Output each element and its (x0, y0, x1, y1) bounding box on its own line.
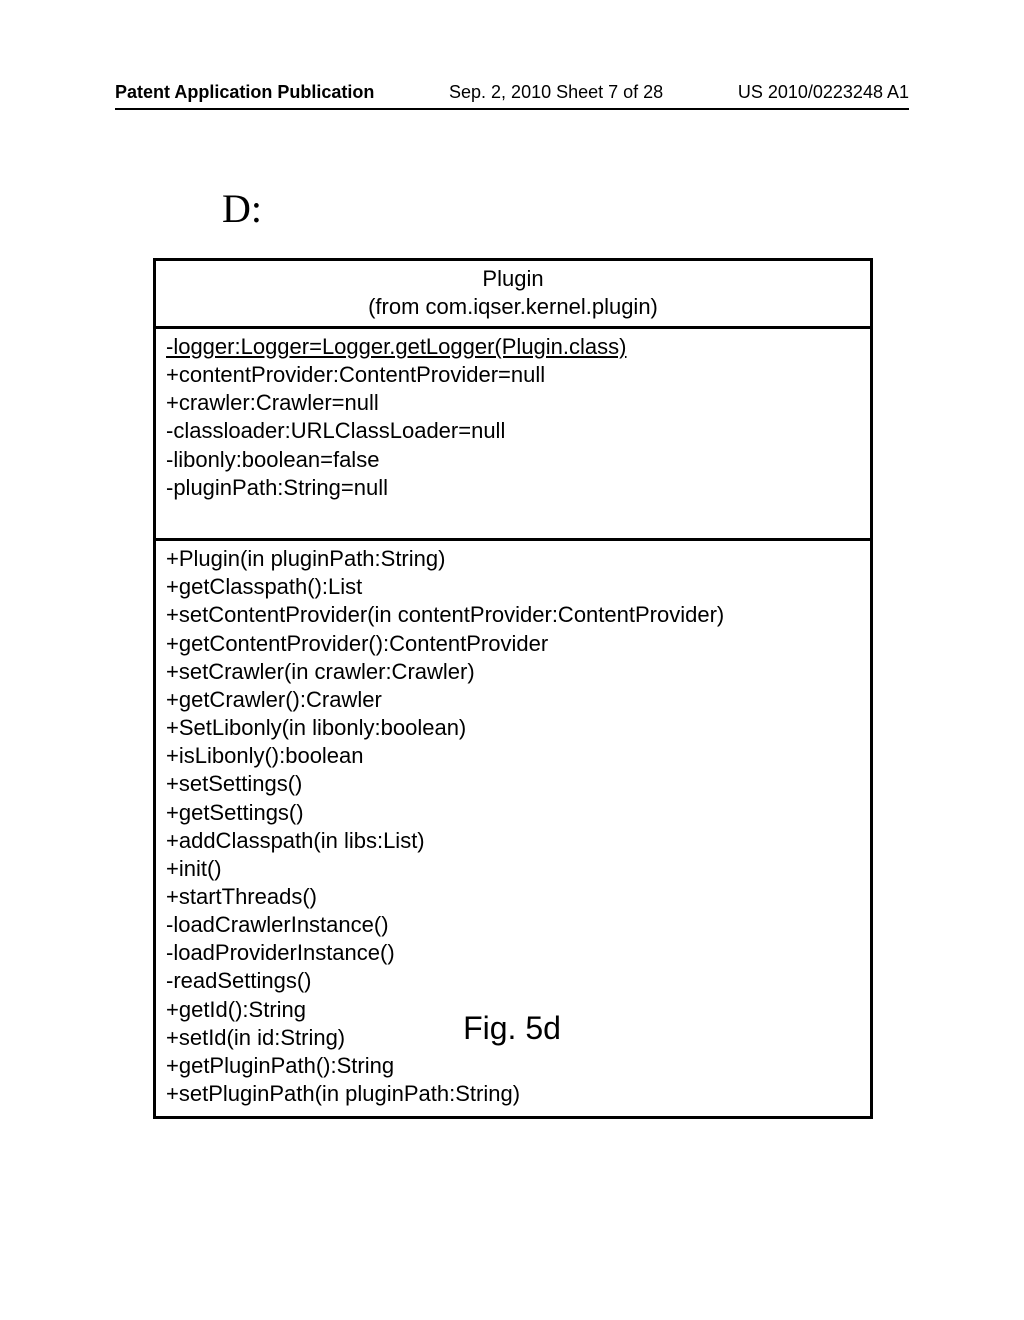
uml-operation: +SetLibonly(in libonly:boolean) (166, 714, 860, 742)
uml-attribute: +crawler:Crawler=null (166, 389, 860, 417)
header-left: Patent Application Publication (115, 82, 374, 103)
uml-operation: +setCrawler(in crawler:Crawler) (166, 658, 860, 686)
uml-operation: +getSettings() (166, 799, 860, 827)
uml-package-line: (from com.iqser.kernel.plugin) (156, 293, 870, 327)
uml-operation: +isLibonly():boolean (166, 742, 860, 770)
header-rule (115, 108, 909, 110)
uml-operation: +getCrawler():Crawler (166, 686, 860, 714)
uml-operation: +addClasspath(in libs:List) (166, 827, 860, 855)
uml-operation: +setPluginPath(in pluginPath:String) (166, 1080, 860, 1108)
uml-attributes: -logger:Logger=Logger.getLogger(Plugin.c… (156, 329, 870, 538)
uml-operation: +setSettings() (166, 770, 860, 798)
uml-attribute: -pluginPath:String=null (166, 474, 860, 502)
uml-operation: -loadProviderInstance() (166, 939, 860, 967)
uml-attribute: -logger:Logger=Logger.getLogger(Plugin.c… (166, 333, 860, 361)
section-label: D: (222, 185, 262, 232)
uml-operation: -readSettings() (166, 967, 860, 995)
uml-attribute: -classloader:URLClassLoader=null (166, 417, 860, 445)
uml-operation: +getContentProvider():ContentProvider (166, 630, 860, 658)
uml-attribute: +contentProvider:ContentProvider=null (166, 361, 860, 389)
uml-spacer (166, 502, 860, 530)
uml-class-name: Plugin (156, 261, 870, 293)
uml-operation: +getPluginPath():String (166, 1052, 860, 1080)
page-header: Patent Application Publication Sep. 2, 2… (115, 82, 909, 103)
uml-operation: +startThreads() (166, 883, 860, 911)
uml-class-box: Plugin (from com.iqser.kernel.plugin) -l… (153, 258, 873, 1119)
uml-operation: +getClasspath():List (166, 573, 860, 601)
uml-operation: +Plugin(in pluginPath:String) (166, 545, 860, 573)
uml-attribute: -libonly:boolean=false (166, 446, 860, 474)
uml-operation: +setContentProvider(in contentProvider:C… (166, 601, 860, 629)
header-mid: Sep. 2, 2010 Sheet 7 of 28 (449, 82, 663, 103)
uml-operation: +init() (166, 855, 860, 883)
figure-caption: Fig. 5d (0, 1010, 1024, 1047)
header-right: US 2010/0223248 A1 (738, 82, 909, 103)
uml-operation: -loadCrawlerInstance() (166, 911, 860, 939)
